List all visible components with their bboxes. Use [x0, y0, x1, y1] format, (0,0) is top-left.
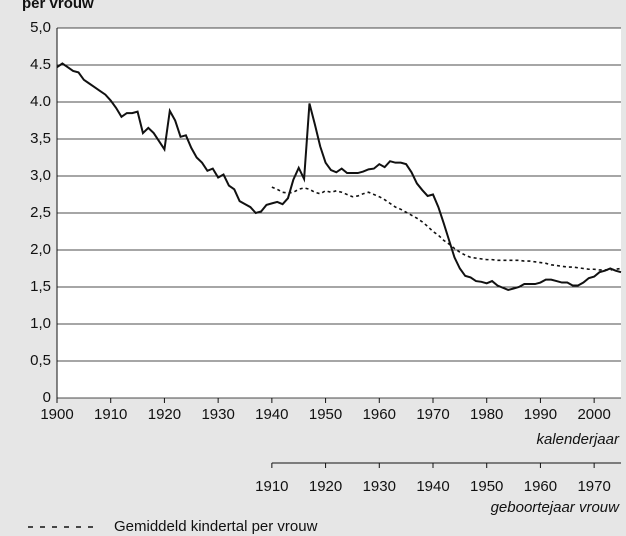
- y-tick-label: 3,5: [30, 130, 51, 147]
- y-tick-label: 2,5: [30, 204, 51, 221]
- x-tick-label: 1920: [148, 406, 181, 423]
- y-tick-label: 5,0: [30, 19, 51, 36]
- legend-label: Gemiddeld kindertal per vrouw: [114, 518, 318, 535]
- y-tick-label: 4.0: [30, 93, 51, 110]
- x-tick-label: 1940: [255, 406, 288, 423]
- y-tick-label: 1,5: [30, 278, 51, 295]
- x-tick-label: 1950: [309, 406, 342, 423]
- y-tick-label: 0,5: [30, 352, 51, 369]
- x2-tick-label: 1950: [470, 478, 503, 495]
- x-tick-label: 1930: [201, 406, 234, 423]
- data-line: [271, 186, 622, 271]
- y-tick-label: 1,0: [30, 315, 51, 332]
- x2-tick-label: 1910: [255, 478, 288, 495]
- y-tick-label: 2,0: [30, 241, 51, 258]
- x-tick-label: 2000: [577, 406, 610, 423]
- y-tick-label: 0: [43, 389, 51, 406]
- y-tick-label: 4.5: [30, 56, 51, 73]
- x2-tick-label: 1930: [363, 478, 396, 495]
- x-tick-label: 1910: [94, 406, 127, 423]
- x2-tick-label: 1960: [524, 478, 557, 495]
- x-tick-label: 1960: [363, 406, 396, 423]
- x-tick-label: 1900: [40, 406, 73, 423]
- x2-tick-label: 1940: [416, 478, 449, 495]
- x2-tick-label: 1970: [577, 478, 610, 495]
- y-tick-label: 3,0: [30, 167, 51, 184]
- x-axis-label: kalenderjaar: [536, 431, 620, 448]
- chart-title: per vrouw: [22, 0, 94, 12]
- data-line: [56, 62, 622, 292]
- x2-tick-label: 1920: [309, 478, 342, 495]
- x-tick-label: 1980: [470, 406, 503, 423]
- x2-axis-label: geboortejaar vrouw: [491, 499, 621, 516]
- x-tick-label: 1990: [524, 406, 557, 423]
- x-tick-label: 1970: [416, 406, 449, 423]
